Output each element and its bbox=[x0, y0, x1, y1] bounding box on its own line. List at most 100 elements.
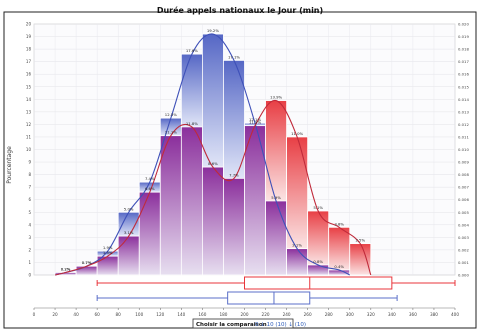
y-tick-label: 15 bbox=[26, 84, 32, 89]
bar-overlap bbox=[201, 166, 224, 276]
bar-value-label: 2.5% bbox=[355, 238, 365, 243]
bar-value-label: 11.1% bbox=[165, 130, 177, 135]
x-tick-label: 140 bbox=[177, 312, 185, 317]
bar-value-label: 5.1% bbox=[313, 205, 323, 210]
secondary-y-axis-ticks: 0.000 0.001 0.002 0.003 0.004 0.005 0.006 0.007… bbox=[458, 22, 469, 278]
bar-value-label: 0.2% bbox=[61, 266, 71, 271]
y-tick-label: 11 bbox=[26, 134, 32, 139]
y2-tick-label: 0.000 bbox=[458, 273, 469, 278]
bar-red bbox=[307, 210, 330, 266]
y-tick-label: 2 bbox=[28, 247, 31, 252]
bar-overlap bbox=[180, 126, 203, 276]
y-tick-label: 7 bbox=[28, 185, 31, 190]
x-tick-label: 380 bbox=[430, 312, 438, 317]
comparison-select[interactable] bbox=[192, 318, 294, 329]
bar-red bbox=[265, 100, 287, 202]
bar-value-label: 6.6% bbox=[145, 186, 155, 191]
x-tick-label: 220 bbox=[262, 312, 270, 317]
x-tick-label: 20 bbox=[52, 312, 58, 317]
bar-value-label: 12.1% bbox=[249, 117, 261, 122]
bar-value-label: 12.5% bbox=[165, 112, 177, 117]
bar-overlap bbox=[328, 269, 351, 276]
y2-tick-label: 0.003 bbox=[458, 235, 469, 240]
bar-overlap bbox=[159, 135, 182, 276]
bar-value-label: 3.1% bbox=[124, 230, 134, 235]
y-tick-label: 8 bbox=[28, 172, 31, 177]
bar-value-label: 3.8% bbox=[334, 221, 344, 226]
y-tick-label: 0 bbox=[28, 273, 31, 278]
histogram-bars bbox=[54, 33, 372, 276]
bar-value-label: 13.9% bbox=[270, 95, 282, 100]
y2-tick-label: 0.016 bbox=[458, 72, 469, 77]
y2-tick-label: 0.012 bbox=[458, 122, 469, 127]
bar-overlap bbox=[223, 177, 245, 276]
bar-value-label: 11.8% bbox=[186, 121, 198, 126]
y2-tick-label: 0.009 bbox=[458, 160, 469, 165]
y-tick-label: 10 bbox=[26, 147, 32, 152]
x-tick-label: 100 bbox=[135, 312, 143, 317]
y-tick-label: 18 bbox=[26, 47, 32, 52]
y-tick-label: 9 bbox=[28, 160, 31, 165]
x-tick-label: 320 bbox=[367, 312, 375, 317]
bar-value-label: 17.6% bbox=[186, 48, 198, 53]
bar-value-label: 5.9% bbox=[271, 195, 281, 200]
boxplot-box bbox=[244, 276, 393, 290]
y2-tick-label: 0.006 bbox=[458, 197, 469, 202]
bar-blue bbox=[180, 53, 203, 128]
bar-value-label: 1.9% bbox=[103, 245, 113, 250]
density-curves bbox=[54, 33, 372, 276]
bar-overlap bbox=[75, 265, 98, 276]
y-tick-label: 20 bbox=[26, 22, 32, 27]
x-axis-ticks: 0 20 40 60 80 100 120 140 160 180 200 220 240 260 280 3… bbox=[33, 307, 459, 317]
y2-tick-label: 0.013 bbox=[458, 109, 469, 114]
x-tick-label: 80 bbox=[116, 312, 122, 317]
bar-overlap bbox=[96, 255, 119, 276]
x-tick-label: 180 bbox=[219, 312, 227, 317]
y2-tick-label: 0.017 bbox=[458, 59, 469, 64]
y2-tick-label: 0.020 bbox=[458, 22, 469, 27]
chart-title: Durée appels nationaux le Jour (min) bbox=[157, 5, 323, 15]
density-curve-blue bbox=[54, 33, 350, 276]
bar-value-label: 11.0% bbox=[291, 131, 303, 136]
bar-value-label: 11.9% bbox=[249, 120, 261, 125]
y-tick-label: 1 bbox=[28, 260, 31, 265]
bar-blue bbox=[201, 33, 224, 168]
comparison-value: 0 ↓ 10 (10) ↓ (10) bbox=[255, 321, 306, 328]
bar-value-label: 0.4% bbox=[334, 264, 344, 269]
bar-value-label: 0.7% bbox=[82, 260, 92, 265]
bar-overlap bbox=[307, 264, 330, 276]
bar-value-label: 0.8% bbox=[313, 259, 323, 264]
y-tick-label: 19 bbox=[26, 34, 32, 39]
bar-overlap bbox=[265, 200, 287, 276]
x-tick-label: 200 bbox=[241, 312, 249, 317]
bar-value-label: 7.4% bbox=[145, 176, 155, 181]
y-tick-label: 6 bbox=[28, 197, 31, 202]
bar-overlap bbox=[117, 235, 140, 276]
x-tick-label: 300 bbox=[346, 312, 354, 317]
y-tick-label: 14 bbox=[26, 97, 32, 102]
y2-tick-label: 0.007 bbox=[458, 185, 469, 190]
y-tick-label: 16 bbox=[26, 72, 32, 77]
bar-value-label: 5.0% bbox=[124, 206, 134, 211]
y2-tick-label: 0.018 bbox=[458, 47, 469, 52]
bar-value-label: 17.1% bbox=[228, 54, 240, 59]
y-tick-label: 5 bbox=[28, 210, 31, 215]
bar-red bbox=[349, 243, 372, 276]
y2-tick-label: 0.008 bbox=[458, 172, 469, 177]
x-tick-label: 60 bbox=[94, 312, 100, 317]
y-tick-label: 17 bbox=[26, 59, 32, 64]
bar-value-label: 8.6% bbox=[208, 161, 218, 166]
density-curve-red bbox=[54, 99, 372, 276]
boxplot-box bbox=[227, 291, 311, 305]
x-tick-label: 160 bbox=[198, 312, 206, 317]
x-tick-label: 260 bbox=[304, 312, 312, 317]
box-plots bbox=[96, 276, 456, 305]
x-tick-label: 400 bbox=[451, 312, 459, 317]
bar-overlap bbox=[138, 191, 161, 276]
y-tick-label: 3 bbox=[28, 235, 31, 240]
y-tick-label: 13 bbox=[26, 109, 32, 114]
y2-tick-label: 0.014 bbox=[458, 97, 469, 102]
